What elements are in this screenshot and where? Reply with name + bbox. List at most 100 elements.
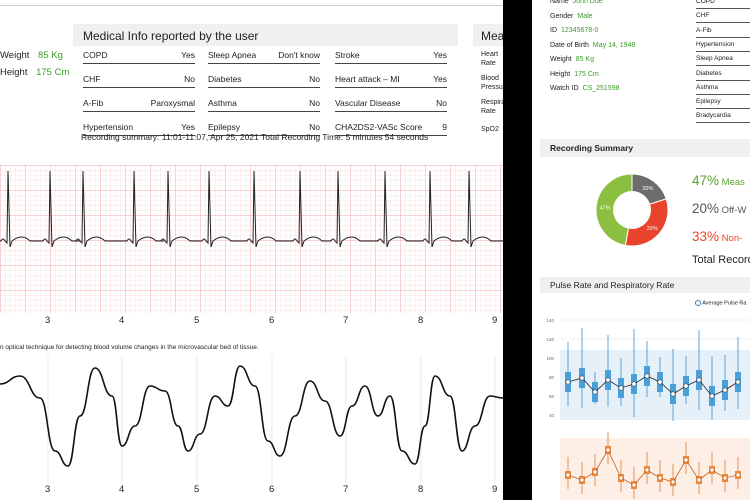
medical-info-value: No <box>184 74 195 84</box>
y-tick-label: 80 <box>549 375 555 380</box>
medical-info-panel: Medical Info reported by the user COPD Ye… <box>73 24 458 155</box>
medical-info-key: CHF <box>83 74 101 84</box>
patient-info-key: Date of Birth <box>550 41 589 49</box>
legend-dot-icon <box>695 300 701 306</box>
measurement-label: Pressu <box>481 84 503 91</box>
medical-info-cell: Sleep Apnea Don't know <box>208 48 320 64</box>
y-tick-label: 40 <box>549 413 555 418</box>
mean-point <box>579 375 585 381</box>
ppg-description: n optical technique for detecting blood … <box>0 344 259 351</box>
mean-point <box>683 383 689 389</box>
condition-row: Epilepsy <box>696 96 750 110</box>
pulse-respiratory-chart: 140 120 100 80 60 40 <box>546 318 750 500</box>
ecg-axis-tick: 8 <box>418 315 424 326</box>
mean-point <box>618 385 624 391</box>
medical-info-value: No <box>309 74 320 84</box>
weight-label: Weight <box>0 50 30 61</box>
medical-info-key: CHA2DS2-VASc Score <box>335 122 423 132</box>
ecg-axis-tick: 5 <box>194 315 200 326</box>
resp-point <box>696 477 702 483</box>
condition-row: A-Fib <box>696 25 750 38</box>
medical-info-value: No <box>309 122 320 132</box>
ecg-axis-tick: 6 <box>269 315 275 326</box>
mean-point <box>565 379 571 385</box>
patient-info-row: Name John Doe <box>550 0 603 5</box>
medical-info-cell: Stroke Yes <box>335 48 447 64</box>
patient-info-key: Gender <box>550 12 574 20</box>
medical-info-value: 9 <box>442 122 447 132</box>
summary-percent-value: 33% <box>692 229 720 244</box>
medical-info-title: Medical Info reported by the user <box>73 24 458 46</box>
medical-info-value: No <box>436 98 447 108</box>
medical-info-cell: Heart attack – MI Yes <box>335 72 447 88</box>
mean-point <box>696 377 702 383</box>
medical-info-value: Paroxysmal <box>150 98 195 108</box>
pulse-title: Pulse Rate and Respiratory Rate <box>540 277 750 293</box>
condition-row: Sleep Apnea <box>696 53 750 67</box>
resp-point <box>565 472 571 478</box>
ecg-strip <box>0 165 503 313</box>
ecg-axis-tick: 9 <box>492 315 498 326</box>
mean-point <box>605 377 611 383</box>
donut-slice-label: 47% <box>600 205 611 211</box>
resp-point <box>722 475 728 481</box>
resp-point <box>735 472 741 478</box>
total-recording-label: Total Record <box>692 254 750 266</box>
patient-info-value: 12345678-0 <box>561 27 599 34</box>
y-tick-label: 140 <box>546 318 554 323</box>
summary-percent-value: 47% <box>692 173 720 188</box>
ppg-axis-tick: 4 <box>119 484 125 495</box>
medical-info-cell: CHA2DS2-VASc Score 9 <box>335 120 447 136</box>
height-value: 175 Cm <box>36 67 70 78</box>
patient-info-row: Weight 85 Kg <box>550 56 594 63</box>
patient-info-key: ID <box>550 27 557 34</box>
medical-info-cell: A-Fib Paroxysmal <box>83 96 195 112</box>
medical-info-value: Yes <box>181 50 195 60</box>
patient-info-value: May 14, 1948 <box>592 41 636 49</box>
header-divider <box>0 0 503 6</box>
measurement-label: Rate <box>481 108 496 115</box>
resp-point <box>618 475 624 481</box>
height-row: Height 175 Cm <box>0 67 69 78</box>
patient-info-key: Name <box>550 0 569 5</box>
medical-info-cell: COPD Yes <box>83 48 195 64</box>
condition-row: COPD <box>696 0 750 9</box>
ecg-axis-tick: 4 <box>119 315 125 326</box>
medical-info-cell: Hypertension Yes <box>83 120 195 136</box>
summary-percent: 33% Non- <box>692 229 742 244</box>
resp-point <box>605 447 611 453</box>
patient-info-value: CS_251598 <box>582 85 620 92</box>
patient-info-value: John Doe <box>572 0 603 5</box>
condition-row: Hypertension <box>696 39 750 52</box>
measurement-label: Heart <box>481 51 499 58</box>
recording-summary-text: Recording summary: 11:01-11:07, Apr 25, … <box>81 132 429 142</box>
condition-row: CHF <box>696 10 750 24</box>
resp-point <box>631 482 637 488</box>
mean-point <box>644 373 650 379</box>
measurement-label: SpO2 <box>481 126 499 133</box>
y-tick-label: 120 <box>546 337 554 342</box>
medical-info-cell: Epilepsy No <box>208 120 320 136</box>
y-tick-label: 100 <box>546 356 554 361</box>
donut-slice-label: 33% <box>647 226 658 232</box>
ppg-axis-tick: 7 <box>343 484 349 495</box>
patient-info-key: Height <box>550 70 571 78</box>
resp-point <box>579 477 585 483</box>
medical-info-key: COPD <box>83 50 108 60</box>
mean-point <box>592 389 598 395</box>
patient-info-value: 85 Kg <box>575 56 594 63</box>
recording-donut-chart: 20% 33% 47% <box>595 173 669 247</box>
ppg-axis-tick: 8 <box>418 484 424 495</box>
mean-point <box>709 393 715 399</box>
resp-point <box>670 479 676 485</box>
medical-info-cell: Asthma No <box>208 96 320 112</box>
medical-info-key: Asthma <box>208 98 237 108</box>
patient-info-row: Height 175 Cm <box>550 71 599 78</box>
summary-page: Name John Doe Gender Male ID 12345678-0 Date o… <box>532 0 750 500</box>
ppg-axis-tick: 5 <box>194 484 200 495</box>
weight-row: Weight 85 Kg <box>0 50 63 61</box>
summary-percent-label: Meas <box>719 177 745 188</box>
measurement-label: Blood <box>481 75 499 82</box>
summary-percent-value: 20% <box>692 201 720 216</box>
mean-point <box>631 381 637 387</box>
